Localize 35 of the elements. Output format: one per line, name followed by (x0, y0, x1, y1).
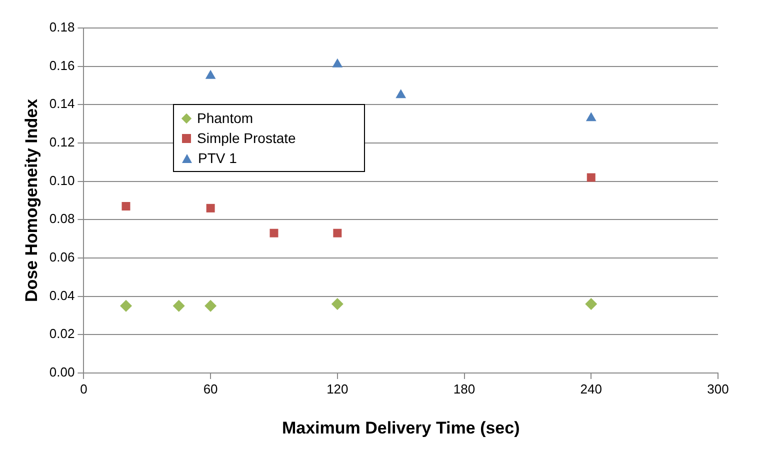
point (122, 202, 130, 210)
point (586, 112, 596, 122)
x-tick-label: 180 (453, 381, 476, 396)
point (205, 70, 216, 79)
y-tick-label: 0.02 (49, 326, 75, 342)
x-tick-label: 300 (707, 381, 729, 396)
point (172, 300, 185, 312)
y-tick-label: 0.00 (49, 364, 75, 380)
y-tick-label: 0.06 (49, 250, 75, 265)
x-tick-label: 240 (580, 381, 602, 396)
point (120, 300, 132, 312)
point (204, 300, 217, 312)
point (333, 228, 342, 238)
y-tick-label: 0.18 (49, 20, 75, 35)
point (332, 58, 343, 68)
y-tick-label: 0.04 (49, 288, 75, 303)
x-axis-title: Maximum Delivery Time (sec) (282, 418, 520, 438)
x-tick-label: 0 (80, 381, 88, 396)
y-tick-label: 0.14 (49, 96, 75, 112)
point (586, 173, 596, 182)
point (270, 228, 278, 238)
x-tick-label: 60 (203, 381, 218, 396)
x-tick-label: 120 (326, 381, 348, 396)
y-axis-title: Dose Homogeneity Index (22, 98, 41, 302)
y-tick-label: 0.10 (49, 172, 75, 188)
legend-label: Phantom (197, 109, 254, 128)
point (206, 204, 215, 212)
y-tick-label: 0.16 (49, 58, 75, 73)
legend-label: PTV 1 (198, 149, 237, 168)
y-tick-label: 0.08 (49, 211, 75, 226)
point (396, 89, 406, 98)
legend-label: Simple Prostate (197, 129, 296, 148)
point (585, 298, 598, 310)
y-tick-label: 0.12 (49, 134, 75, 150)
point (331, 298, 344, 310)
